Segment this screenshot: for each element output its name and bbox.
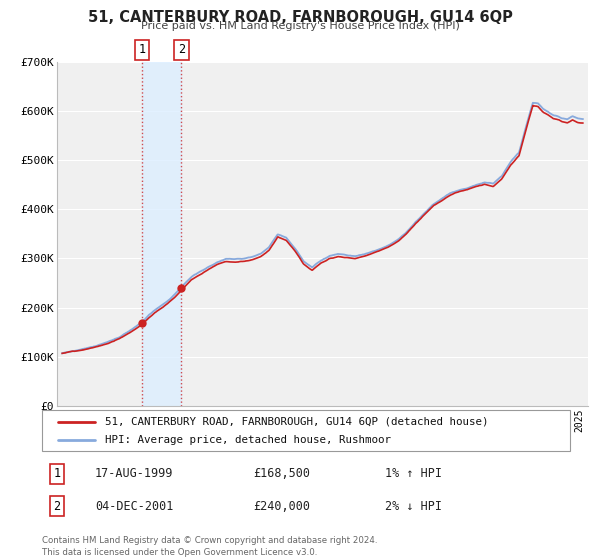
Text: 1% ↑ HPI: 1% ↑ HPI: [385, 467, 442, 480]
Text: 51, CANTERBURY ROAD, FARNBOROUGH, GU14 6QP: 51, CANTERBURY ROAD, FARNBOROUGH, GU14 6…: [88, 10, 512, 25]
Text: 04-DEC-2001: 04-DEC-2001: [95, 500, 173, 513]
Text: Contains HM Land Registry data © Crown copyright and database right 2024.: Contains HM Land Registry data © Crown c…: [42, 536, 377, 545]
Text: 1: 1: [139, 43, 146, 56]
Text: £240,000: £240,000: [253, 500, 310, 513]
Text: 17-AUG-1999: 17-AUG-1999: [95, 467, 173, 480]
Text: This data is licensed under the Open Government Licence v3.0.: This data is licensed under the Open Gov…: [42, 548, 317, 557]
Text: 51, CANTERBURY ROAD, FARNBOROUGH, GU14 6QP (detached house): 51, CANTERBURY ROAD, FARNBOROUGH, GU14 6…: [106, 417, 489, 427]
Text: Price paid vs. HM Land Registry's House Price Index (HPI): Price paid vs. HM Land Registry's House …: [140, 21, 460, 31]
Text: £168,500: £168,500: [253, 467, 310, 480]
Text: 2: 2: [53, 500, 61, 513]
Text: 2% ↓ HPI: 2% ↓ HPI: [385, 500, 442, 513]
Text: HPI: Average price, detached house, Rushmoor: HPI: Average price, detached house, Rush…: [106, 435, 391, 445]
FancyBboxPatch shape: [42, 410, 570, 451]
Bar: [142, 62, 181, 406]
Text: 2: 2: [178, 43, 185, 56]
Text: 1: 1: [53, 467, 61, 480]
